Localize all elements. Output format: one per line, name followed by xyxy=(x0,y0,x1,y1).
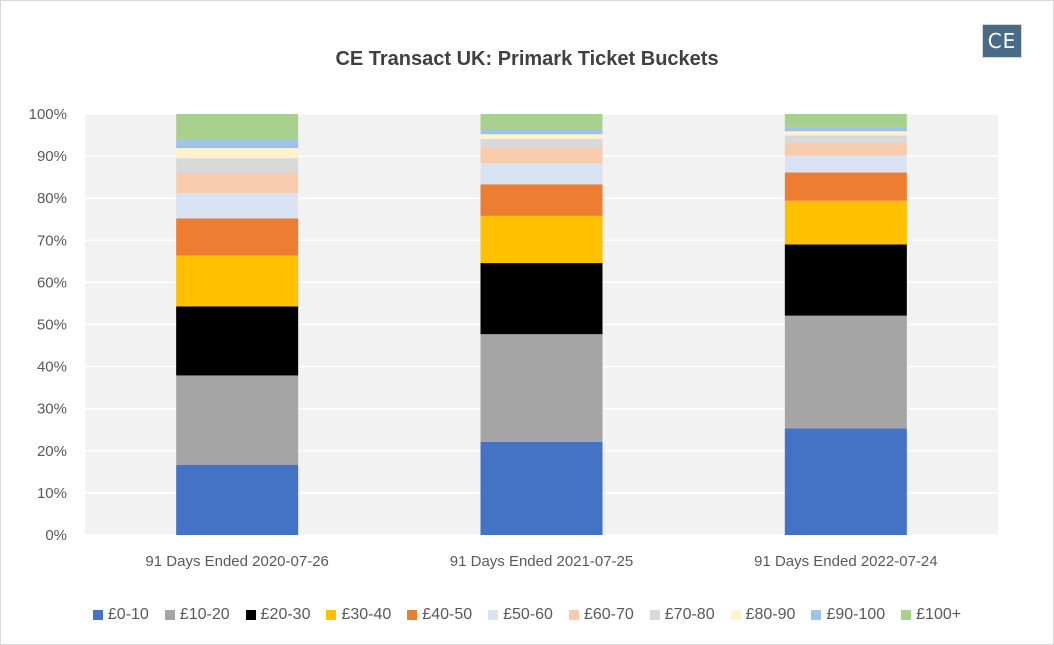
legend-item: £60-70 xyxy=(568,606,634,624)
bar-segment xyxy=(480,138,603,149)
bar-segment xyxy=(784,428,907,535)
legend-swatch xyxy=(326,610,337,620)
legend-item: £50-60 xyxy=(488,606,553,624)
y-tick-label: 100% xyxy=(29,106,67,123)
y-tick-label: 20% xyxy=(37,443,67,460)
legend-item: £20-30 xyxy=(245,606,311,624)
bar-segment xyxy=(176,139,299,149)
y-tick-label: 0% xyxy=(45,527,67,544)
bar-segment xyxy=(176,158,299,173)
bar-segment xyxy=(176,114,299,140)
legend-swatch xyxy=(568,610,579,620)
bar-segment xyxy=(480,334,603,442)
legend-label: £40-50 xyxy=(422,606,473,623)
bar-segment xyxy=(176,218,299,256)
y-tick-label: 60% xyxy=(37,274,67,291)
legend-swatch xyxy=(901,610,912,620)
bar-segment xyxy=(784,142,907,156)
legend-label: £0-10 xyxy=(107,606,149,623)
legend-label: £10-20 xyxy=(179,606,230,623)
bar-segment xyxy=(784,172,907,201)
bar-segment xyxy=(480,129,603,135)
x-tick-label: 91 Days Ended 2022-07-24 xyxy=(754,553,937,570)
legend-swatch xyxy=(811,610,822,620)
bar-segment xyxy=(784,315,907,429)
legend-swatch xyxy=(488,610,499,620)
x-tick-label: 91 Days Ended 2021-07-25 xyxy=(450,553,633,570)
bar-segment xyxy=(480,134,603,139)
x-tick-label: 91 Days Ended 2020-07-26 xyxy=(145,553,328,570)
chart-title: CE Transact UK: Primark Ticket Buckets xyxy=(335,48,719,70)
bar-segment xyxy=(480,441,603,535)
bar-segment xyxy=(784,155,907,173)
y-axis-ticks: 0% 10% 20% 30% 40% 50% 60% 70% 80% 90% 100% xyxy=(29,106,67,544)
bar-segment xyxy=(480,215,603,264)
bar-segment xyxy=(480,114,603,130)
bar-segment xyxy=(176,464,299,535)
bar-segment xyxy=(176,172,299,194)
bar-segment xyxy=(176,255,299,307)
legend-swatch xyxy=(407,610,418,620)
bars xyxy=(176,114,907,535)
legend-label: £20-30 xyxy=(260,606,311,623)
bar-segment xyxy=(176,306,299,376)
bar-segment xyxy=(784,244,907,316)
bar-segment xyxy=(480,163,603,185)
legend-item: £80-90 xyxy=(730,606,796,624)
legend-item: £70-80 xyxy=(649,606,715,624)
y-tick-label: 10% xyxy=(37,485,67,502)
bar-segment xyxy=(784,135,907,143)
bar-segment xyxy=(480,184,603,216)
legend-label: £50-60 xyxy=(503,606,553,623)
legend-label: £60-70 xyxy=(583,606,634,623)
bar-segment xyxy=(480,263,603,335)
legend-item: £100+ xyxy=(901,606,961,624)
bar-segment xyxy=(176,375,299,465)
bar-segment xyxy=(784,200,907,245)
legend-item: £90-100 xyxy=(811,606,885,624)
ce-logo: CE xyxy=(982,24,1022,58)
bar-segment xyxy=(784,127,907,132)
legend-item: £30-40 xyxy=(326,606,391,624)
legend-item: £40-50 xyxy=(407,606,472,624)
legend-label: £30-40 xyxy=(341,606,392,623)
legend-swatch xyxy=(649,610,660,620)
legend-label: £80-90 xyxy=(745,606,796,623)
y-tick-label: 40% xyxy=(37,359,67,376)
legend-swatch xyxy=(164,610,175,620)
legend-swatch xyxy=(245,610,256,620)
legend-label: £70-80 xyxy=(664,606,715,623)
y-tick-label: 80% xyxy=(37,190,67,207)
legend-swatch xyxy=(92,610,103,620)
bar-segment xyxy=(784,131,907,136)
legend-swatch xyxy=(730,610,741,620)
legend-item: £0-10 xyxy=(92,606,149,624)
y-tick-label: 50% xyxy=(37,317,67,334)
legend-item: £10-20 xyxy=(164,606,230,624)
x-axis-ticks: 91 Days Ended 2020-07-26 91 Days Ended 20… xyxy=(145,553,937,570)
legend-label: £100+ xyxy=(916,606,962,623)
y-tick-label: 70% xyxy=(37,232,67,249)
bar-segment xyxy=(176,148,299,159)
bar-segment xyxy=(480,148,603,164)
legend: £0-10 £10-20 £20-30 £30-40 £40-50 £50-60 £60-7… xyxy=(0,606,1054,624)
legend-label: £90-100 xyxy=(826,606,886,623)
bar-segment xyxy=(784,114,907,128)
y-tick-label: 90% xyxy=(37,148,67,165)
bar-segment xyxy=(176,193,299,219)
y-tick-label: 30% xyxy=(37,401,67,418)
